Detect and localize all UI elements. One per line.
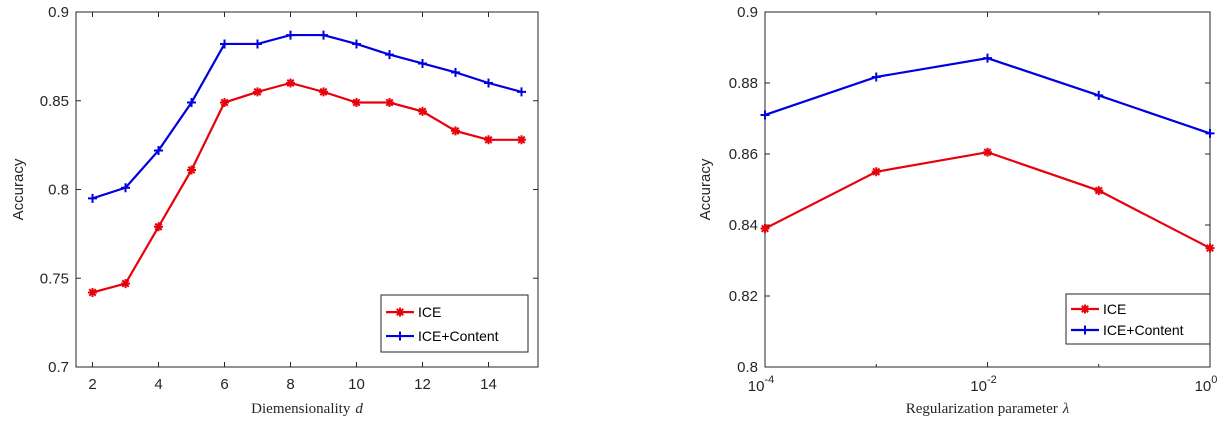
x-axis-label-text: Regularization parameter [906, 401, 1058, 417]
legend-label: ICE [418, 304, 441, 320]
data-point-marker [154, 222, 163, 232]
data-point-marker [220, 39, 229, 49]
x-tick-label: 14 [480, 376, 497, 393]
legend-box [380, 294, 529, 353]
y-axis-label: Accuracy [697, 158, 714, 220]
y-tick-label: 0.9 [737, 4, 758, 21]
series-ice [760, 147, 1215, 253]
y-tick-label: 0.86 [729, 146, 758, 163]
x-tick-label: 10-2 [970, 374, 996, 395]
legend-swatch-marker [1080, 325, 1090, 335]
data-point-marker [286, 30, 295, 40]
series-line [92, 33, 522, 200]
x-axis-label-variable: λ [1062, 401, 1070, 417]
legend-swatch-marker [1080, 304, 1090, 314]
data-point-marker [385, 50, 394, 60]
series-ice [88, 78, 526, 297]
legend: ICE ICE+Content [1065, 293, 1211, 345]
chart-panel-2: 0.80.820.840.860.880.910-4 10-2 100Regular… [697, 4, 1217, 417]
y-tick-label: 0.7 [48, 359, 69, 376]
data-point-marker [121, 279, 130, 289]
data-point-marker [1205, 128, 1215, 138]
legend-swatch-marker [395, 307, 405, 317]
x-tick-label: 10-4 [748, 374, 774, 395]
series-ice-content [88, 30, 526, 203]
data-point-marker [418, 106, 427, 116]
x-tick-label: 12 [414, 376, 431, 393]
legend: ICE ICE+Content [380, 294, 529, 353]
data-point-marker [187, 165, 196, 175]
x-tick-label: 10 [348, 376, 365, 393]
data-point-marker [760, 224, 770, 234]
data-point-marker [1205, 243, 1215, 253]
data-point-marker [871, 72, 881, 82]
x-tick-exponent: 0 [1211, 374, 1217, 386]
x-tick-label: 100 [1195, 374, 1218, 395]
data-point-marker [121, 183, 130, 193]
x-tick-base: 10 [1195, 378, 1212, 395]
data-point-marker [253, 87, 262, 97]
data-point-marker [352, 39, 361, 49]
y-tick-label: 0.85 [40, 93, 69, 110]
x-tick-exponent: -4 [764, 374, 774, 386]
data-point-marker [484, 135, 493, 145]
chart-panel-1: 0.7 0.75 0.8 0.85 0.9 2 4 6 8 10 12 14 Diemensionali… [10, 4, 539, 417]
data-point-marker [154, 145, 163, 155]
data-point-marker [88, 193, 97, 203]
data-point-marker [983, 147, 992, 157]
data-point-marker [352, 98, 361, 108]
data-point-marker [286, 78, 295, 88]
data-point-marker [418, 58, 427, 68]
data-point-marker [517, 135, 526, 145]
x-axis-label-variable: d [355, 401, 363, 417]
y-tick-label: 0.84 [729, 217, 758, 234]
y-tick-label: 0.82 [729, 288, 758, 305]
x-tick-exponent: -2 [987, 374, 997, 386]
legend-swatch-marker [395, 331, 405, 341]
data-point-marker [760, 110, 770, 120]
legend-box [1065, 293, 1211, 345]
y-tick-label: 0.88 [729, 75, 758, 92]
data-point-marker [1094, 186, 1104, 196]
data-point-marker [319, 87, 328, 97]
legend-label: ICE+Content [418, 328, 499, 344]
data-point-marker [319, 30, 328, 40]
x-tick-label: 4 [154, 376, 162, 393]
data-point-marker [253, 39, 262, 49]
data-point-marker [451, 67, 460, 77]
data-point-marker [983, 53, 992, 63]
data-point-marker [451, 126, 460, 136]
data-point-marker [871, 167, 881, 177]
data-point-marker [484, 78, 493, 88]
data-point-marker [517, 87, 526, 97]
legend-label: ICE+Content [1103, 322, 1184, 338]
series-line [92, 81, 522, 294]
x-tick-base: 10 [748, 378, 765, 395]
data-point-marker [220, 98, 229, 108]
x-axis-label: Regularization parameter λ [906, 401, 1070, 417]
x-tick-label: 6 [220, 376, 228, 393]
series-ice-content [760, 53, 1215, 138]
y-tick-label: 0.8 [48, 182, 69, 199]
x-tick-label: 2 [88, 376, 96, 393]
data-point-marker [88, 287, 97, 297]
y-axis-label: Accuracy [10, 158, 27, 220]
data-point-marker [1094, 90, 1104, 100]
y-tick-label: 0.8 [737, 359, 758, 376]
y-tick-label: 0.75 [40, 270, 69, 287]
legend-label: ICE [1103, 301, 1126, 317]
y-tick-label: 0.9 [48, 4, 69, 21]
data-point-marker [385, 98, 394, 108]
x-tick-label: 8 [286, 376, 294, 393]
x-axis-label-text: Diemensionality [251, 401, 351, 417]
data-point-marker [187, 98, 196, 108]
x-tick-base: 10 [970, 378, 987, 395]
x-axis-label: Diemensionality d [251, 401, 363, 417]
